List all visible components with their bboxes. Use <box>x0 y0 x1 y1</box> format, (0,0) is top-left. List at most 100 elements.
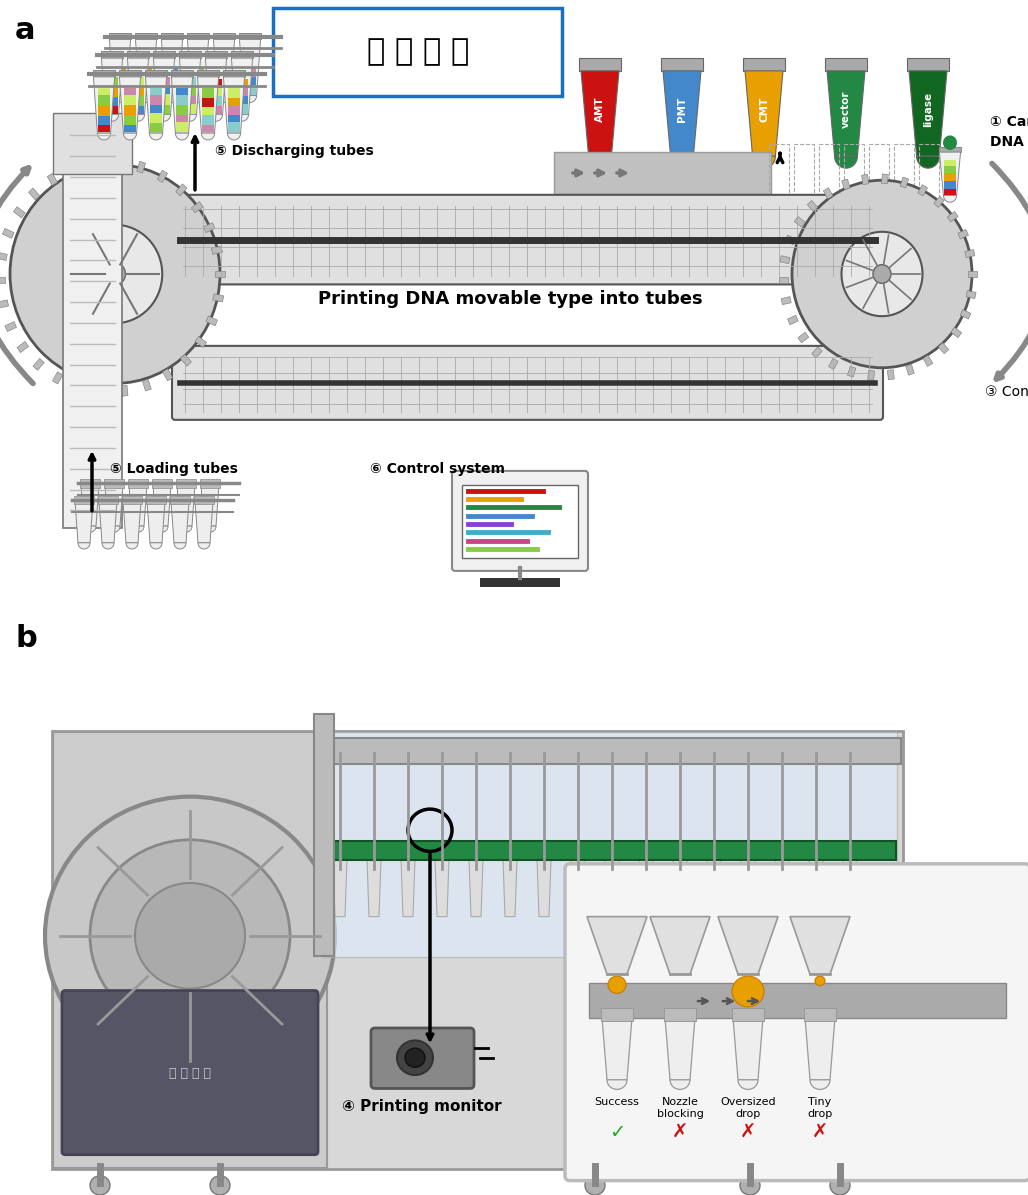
Bar <box>176 115 188 122</box>
Bar <box>194 496 214 504</box>
Polygon shape <box>223 76 245 133</box>
Bar <box>106 87 118 97</box>
Wedge shape <box>810 1080 830 1090</box>
FancyBboxPatch shape <box>589 982 1006 1018</box>
Polygon shape <box>153 484 171 526</box>
Bar <box>204 222 215 233</box>
FancyBboxPatch shape <box>186 32 210 39</box>
Bar <box>122 496 142 504</box>
FancyBboxPatch shape <box>52 731 903 1169</box>
Bar <box>228 115 241 122</box>
Polygon shape <box>663 71 701 157</box>
Bar <box>158 87 171 94</box>
Polygon shape <box>665 1017 695 1080</box>
Wedge shape <box>150 543 162 549</box>
Bar <box>933 196 945 208</box>
Bar <box>901 177 909 188</box>
Bar <box>115 158 122 168</box>
Polygon shape <box>733 1017 763 1080</box>
Bar <box>215 271 225 277</box>
Wedge shape <box>78 543 90 549</box>
Bar <box>939 343 949 354</box>
Wedge shape <box>191 96 205 103</box>
Wedge shape <box>210 115 223 121</box>
Bar <box>601 1007 633 1022</box>
Bar <box>868 370 875 380</box>
Circle shape <box>608 976 626 993</box>
Bar <box>17 342 29 353</box>
Bar <box>923 355 932 367</box>
Circle shape <box>90 1176 110 1195</box>
Polygon shape <box>109 39 131 96</box>
FancyBboxPatch shape <box>93 71 115 76</box>
Wedge shape <box>132 115 145 121</box>
Bar <box>887 369 894 380</box>
Bar <box>235 104 248 114</box>
Polygon shape <box>587 917 647 974</box>
Wedge shape <box>157 115 171 121</box>
Bar <box>201 115 214 124</box>
Bar <box>114 68 126 78</box>
Polygon shape <box>503 859 517 917</box>
Wedge shape <box>201 133 215 140</box>
Bar <box>0 300 8 308</box>
Bar <box>162 369 173 381</box>
Bar <box>244 85 256 94</box>
Circle shape <box>68 225 162 323</box>
Polygon shape <box>605 859 619 917</box>
Bar <box>958 229 968 239</box>
Text: ligase: ligase <box>923 92 933 127</box>
Polygon shape <box>81 484 99 526</box>
FancyBboxPatch shape <box>907 59 949 71</box>
Bar <box>228 98 241 105</box>
Bar <box>114 87 126 94</box>
Wedge shape <box>98 133 111 140</box>
Bar <box>960 310 970 319</box>
Circle shape <box>740 1176 760 1195</box>
FancyBboxPatch shape <box>661 59 703 71</box>
FancyBboxPatch shape <box>196 71 219 76</box>
Text: DNA movable types: DNA movable types <box>990 135 1028 149</box>
Wedge shape <box>140 96 152 103</box>
Text: ⑤ Discharging tubes: ⑤ Discharging tubes <box>215 145 374 158</box>
Bar <box>176 184 187 196</box>
Bar <box>847 367 856 378</box>
Text: CMT: CMT <box>759 97 769 122</box>
Polygon shape <box>537 859 551 917</box>
Text: 毕 昇 一 號: 毕 昇 一 號 <box>169 1067 211 1079</box>
Circle shape <box>842 232 922 317</box>
Polygon shape <box>128 484 147 526</box>
FancyBboxPatch shape <box>324 739 901 764</box>
Circle shape <box>585 1176 605 1195</box>
FancyBboxPatch shape <box>554 152 771 194</box>
Text: ✗: ✗ <box>672 1123 688 1142</box>
Text: Success: Success <box>594 1097 639 1107</box>
Bar <box>228 105 241 115</box>
Polygon shape <box>843 859 857 917</box>
Bar <box>98 116 110 124</box>
FancyBboxPatch shape <box>743 59 785 71</box>
Polygon shape <box>214 39 234 96</box>
Bar <box>804 1007 836 1022</box>
Bar <box>201 98 214 108</box>
Bar <box>158 104 171 114</box>
Bar <box>184 96 196 104</box>
Bar <box>98 496 118 504</box>
Bar <box>480 578 560 587</box>
Wedge shape <box>607 1080 627 1090</box>
FancyBboxPatch shape <box>145 71 168 76</box>
Bar <box>210 106 222 114</box>
Wedge shape <box>944 195 957 202</box>
FancyBboxPatch shape <box>314 715 334 956</box>
Bar <box>944 160 956 166</box>
Polygon shape <box>172 76 192 133</box>
Circle shape <box>943 135 957 151</box>
Bar <box>150 114 162 123</box>
Wedge shape <box>176 133 188 140</box>
Bar <box>192 85 205 94</box>
Polygon shape <box>102 59 122 115</box>
Polygon shape <box>161 39 183 96</box>
Bar <box>192 68 205 78</box>
Text: ④ Printing monitor: ④ Printing monitor <box>342 1099 502 1114</box>
FancyBboxPatch shape <box>462 485 578 558</box>
